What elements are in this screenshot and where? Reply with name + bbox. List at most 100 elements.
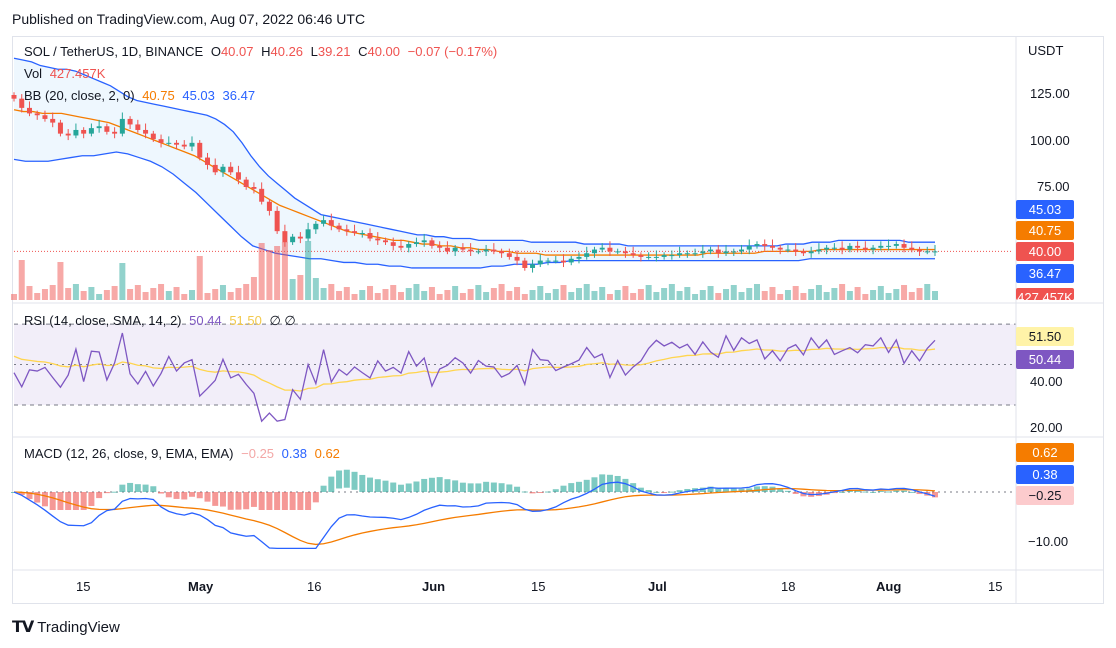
rsi-label: RSI (14, close, SMA, 14, 2): [24, 313, 182, 328]
macd-signal-value: 0.62: [314, 446, 340, 461]
macd-histogram-bar: [181, 492, 188, 500]
macd-histogram-bar: [784, 490, 791, 492]
volume-bar: [901, 285, 908, 300]
volume-bar: [258, 243, 265, 300]
candle-body: [297, 236, 303, 239]
tag-volume: 427.457K: [1016, 288, 1074, 300]
volume-bar: [111, 286, 118, 300]
volume-bar: [692, 294, 699, 300]
volume-bar: [591, 291, 598, 300]
volume-bar: [575, 288, 582, 300]
high-label: H: [261, 44, 271, 59]
volume-bar: [614, 290, 621, 300]
volume-bar: [529, 290, 536, 300]
volume-bar: [870, 290, 877, 300]
volume-bar: [390, 285, 397, 300]
candle-body: [847, 245, 853, 250]
macd-histogram-bar: [165, 492, 172, 498]
macd-histogram-bar: [521, 491, 528, 493]
tag-rsi-sma: 51.50: [1016, 327, 1074, 346]
volume-bar: [235, 288, 242, 300]
volume-bar: [297, 275, 304, 300]
volume-bar: [924, 284, 931, 300]
candle-body: [212, 164, 218, 173]
volume-bar: [676, 291, 683, 300]
macd-histogram-bar: [49, 492, 56, 510]
rsi-tick-20: 20.00: [1030, 420, 1063, 435]
volume-bar: [127, 289, 134, 300]
volume-bar: [800, 293, 807, 300]
candle-body: [50, 118, 56, 123]
volume-bar: [41, 289, 48, 300]
candle-body: [646, 256, 652, 258]
volume-bar: [622, 286, 629, 300]
volume-bar: [312, 278, 319, 300]
bb-upper-line: [13, 57, 935, 247]
volume-bar: [769, 287, 776, 300]
candle-body: [824, 247, 830, 250]
volume-bar: [436, 294, 443, 300]
tag-macd-hist: −0.25: [1016, 486, 1074, 505]
candle-body: [336, 225, 342, 230]
x-tick-aug15: 15: [988, 579, 1003, 594]
volume-bar: [730, 285, 737, 300]
candle-body: [96, 126, 102, 129]
rsi-extra: ∅ ∅: [269, 313, 296, 328]
macd-histogram-bar: [134, 484, 141, 492]
candle-body: [576, 256, 582, 259]
volume-bar: [134, 285, 141, 300]
volume-bar: [862, 294, 869, 300]
volume-bar: [72, 284, 79, 300]
volume-bar: [475, 285, 482, 300]
volume-bar: [583, 284, 590, 300]
macd-histogram-bar: [150, 486, 157, 492]
open-num: 40.07: [220, 44, 254, 59]
candle-body: [344, 229, 350, 232]
candle-body: [739, 249, 745, 252]
macd-histogram-bar: [127, 482, 134, 492]
macd-histogram-bar: [885, 491, 892, 493]
tradingview-logo-icon[interactable]: 𝗧𝗩: [12, 619, 34, 636]
candle-body: [808, 251, 814, 254]
volume-bar: [846, 291, 853, 300]
macd-histogram-bar: [792, 492, 799, 494]
volume-bar: [606, 294, 613, 300]
rsi-ma-line: [13, 346, 936, 392]
volume-bar: [158, 284, 165, 300]
candle-body: [800, 251, 806, 254]
macd-histogram-bar: [777, 488, 784, 492]
candle-body: [243, 179, 249, 187]
candle-body: [886, 245, 892, 247]
macd-histogram-bar: [196, 492, 203, 499]
macd-value: 0.38: [281, 446, 307, 461]
macd-histogram-bar: [560, 485, 567, 492]
volume-bar: [374, 293, 381, 300]
candle-body: [553, 260, 559, 262]
volume-bar: [723, 289, 730, 300]
published-caption: Published on TradingView.com, Aug 07, 20…: [12, 11, 366, 27]
macd-histogram-bar: [684, 488, 691, 492]
low-num: 39.21: [317, 44, 351, 59]
volume-bar: [521, 294, 528, 300]
volume-bar: [792, 286, 799, 300]
candle-body: [831, 247, 837, 249]
candle-body: [305, 229, 311, 239]
macd-histogram-bar: [490, 482, 497, 492]
volume-bar: [885, 293, 892, 300]
candle-body: [870, 247, 876, 250]
macd-histogram-bar: [41, 492, 48, 507]
candle-body: [11, 95, 17, 99]
currency-label: USDT: [1028, 43, 1064, 58]
candle-body: [769, 245, 775, 248]
candle-body: [166, 142, 172, 144]
rsi-tick-40: 40.00: [1030, 374, 1063, 389]
candle-body: [561, 260, 567, 263]
volume-bar: [11, 294, 17, 300]
candle-body: [793, 249, 799, 252]
macd-histogram-bar: [738, 488, 745, 492]
macd-histogram-bar: [452, 480, 459, 492]
tag-last-price: 40.00: [1016, 242, 1074, 261]
macd-histogram-bar: [753, 486, 760, 492]
tag-bb-lower: 36.47: [1016, 264, 1074, 283]
